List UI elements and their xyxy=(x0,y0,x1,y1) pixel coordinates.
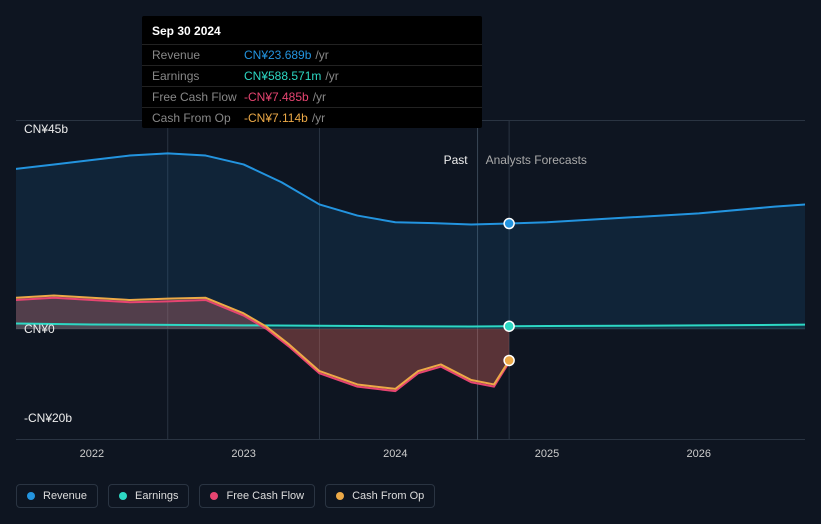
tooltip-metric-unit: /yr xyxy=(312,111,325,125)
legend-dot-icon xyxy=(27,492,35,500)
legend-item-fcf[interactable]: Free Cash Flow xyxy=(199,484,315,508)
legend-label: Cash From Op xyxy=(352,490,424,502)
tooltip-metric-label: Cash From Op xyxy=(152,111,244,125)
y-axis-tick-label: -CN¥20b xyxy=(24,411,72,425)
legend-dot-icon xyxy=(336,492,344,500)
x-axis-tick-label: 2023 xyxy=(231,448,255,460)
x-axis-tick-label: 2024 xyxy=(383,448,407,460)
legend-dot-icon xyxy=(119,492,127,500)
tooltip-row: EarningsCN¥588.571m/yr xyxy=(142,65,482,86)
period-label-past: Past xyxy=(444,153,468,167)
y-axis-tick-label: CN¥45b xyxy=(24,122,68,136)
tooltip-metric-unit: /yr xyxy=(325,69,338,83)
tooltip-metric-value: -CN¥7.485b xyxy=(244,90,309,104)
tooltip-metric-unit: /yr xyxy=(315,48,328,62)
tooltip-row: RevenueCN¥23.689b/yr xyxy=(142,44,482,65)
tooltip-metric-label: Earnings xyxy=(152,69,244,83)
tooltip-date: Sep 30 2024 xyxy=(142,16,482,44)
tooltip-metric-value: CN¥588.571m xyxy=(244,69,321,83)
y-axis-tick-label: CN¥0 xyxy=(24,322,55,336)
legend-item-earnings[interactable]: Earnings xyxy=(108,484,189,508)
tooltip-metric-label: Revenue xyxy=(152,48,244,62)
tooltip-row: Cash From Op-CN¥7.114b/yr xyxy=(142,107,482,128)
legend-item-revenue[interactable]: Revenue xyxy=(16,484,98,508)
x-axis-tick-label: 2025 xyxy=(535,448,559,460)
chart-tooltip: Sep 30 2024 RevenueCN¥23.689b/yrEarnings… xyxy=(142,16,482,128)
chart-area: CN¥45b CN¥0 -CN¥20b 2022 2023 2024 2025 2026 xyxy=(16,120,805,460)
legend-dot-icon xyxy=(210,492,218,500)
tooltip-metric-value: CN¥23.689b xyxy=(244,48,311,62)
tooltip-metric-unit: /yr xyxy=(313,90,326,104)
x-axis-tick-label: 2022 xyxy=(80,448,104,460)
x-axis-tick-label: 2026 xyxy=(687,448,711,460)
legend-label: Free Cash Flow xyxy=(226,490,304,502)
legend-item-cfo[interactable]: Cash From Op xyxy=(325,484,435,508)
tooltip-metric-value: -CN¥7.114b xyxy=(244,111,308,125)
chart-legend: Revenue Earnings Free Cash Flow Cash From O… xyxy=(16,484,435,508)
financials-chart[interactable] xyxy=(16,120,805,460)
legend-label: Revenue xyxy=(43,490,87,502)
tooltip-row: Free Cash Flow-CN¥7.485b/yr xyxy=(142,86,482,107)
tooltip-metric-label: Free Cash Flow xyxy=(152,90,244,104)
legend-label: Earnings xyxy=(135,490,178,502)
period-label-forecast: Analysts Forecasts xyxy=(486,153,587,167)
